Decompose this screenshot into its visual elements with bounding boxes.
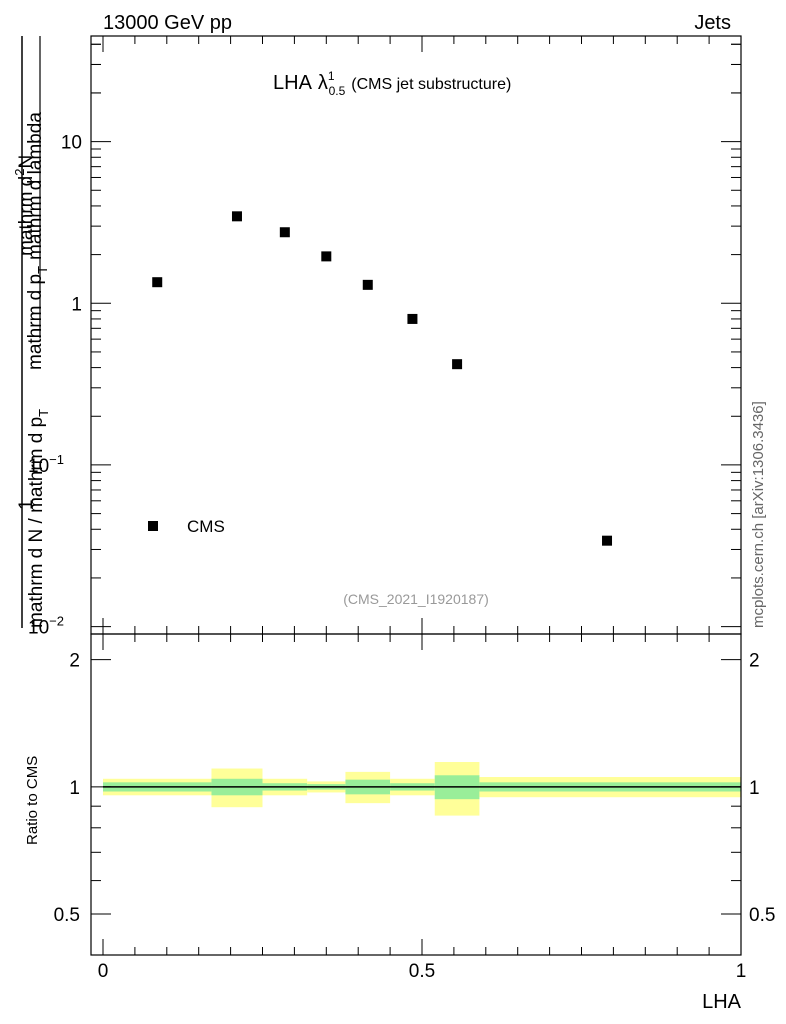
main-y-ticks: 10 1 10−1 10−2 <box>28 43 741 639</box>
legend-label-cms: CMS <box>187 517 225 536</box>
y-tick-label-exponent: −2 <box>49 614 64 629</box>
legend-marker-cms <box>148 521 158 531</box>
data-points <box>152 211 613 546</box>
ratio-y-axis-label: Ratio to CMS <box>24 756 41 845</box>
ratio-y-tick-label-left: 0.5 <box>54 905 80 926</box>
data-point-cms <box>362 279 373 290</box>
legend: CMS <box>148 517 225 536</box>
ratio-bands <box>103 762 741 816</box>
ratio-plot-frame <box>90 633 742 956</box>
plot-title: LHA λ1 0.5 (CMS jet substructure) <box>273 69 511 98</box>
data-point-cms <box>279 227 290 238</box>
ylabel-numerator-one: 1 <box>16 499 37 510</box>
data-point-cms <box>452 359 463 370</box>
ylabel-denominator-one: mathrm d N / mathrm d pT <box>26 409 51 628</box>
x-axis-label: LHA <box>702 991 742 1013</box>
data-point-cms <box>407 313 418 324</box>
ratio-y-ticks: 2 2 1 1 0.5 0.5 <box>54 651 776 926</box>
ratio-x-ticks: 0 0.5 1 <box>98 634 747 982</box>
x-tick-label: 0 <box>98 961 109 982</box>
ratio-y-tick-label-right: 0.5 <box>749 905 775 926</box>
header-category-label: Jets <box>694 12 731 34</box>
ratio-y-tick-label-left: 1 <box>69 778 80 799</box>
side-source-label: mcplots.cern.ch [arXiv:1306.3436] <box>750 401 767 628</box>
ratio-y-tick-label-left: 2 <box>69 651 80 672</box>
y-tick-label: 10−2 <box>28 614 64 639</box>
ratio-y-tick-label-right: 2 <box>749 651 760 672</box>
x-tick-label: 0.5 <box>409 961 435 982</box>
header-energy-label: 13000 GeV pp <box>103 12 232 34</box>
ratio-y-tick-label-right: 1 <box>749 778 760 799</box>
y-tick-label: 10−1 <box>28 452 64 477</box>
main-plot-frame <box>90 35 742 635</box>
data-point-cms <box>602 535 613 546</box>
data-point-cms <box>321 251 332 262</box>
data-point-cms <box>152 277 163 288</box>
y-tick-label: 1 <box>71 294 82 315</box>
main-x-ticks <box>102 36 742 634</box>
ylabel-denominator-two: mathrm d pTmathrm d lambda <box>25 112 50 370</box>
analysis-tag: (CMS_2021_I1920187) <box>343 591 489 607</box>
main-y-axis-label: 1 mathrm d N / mathrm d pT mathrm d2N ma… <box>12 36 51 628</box>
data-point-cms <box>231 211 242 222</box>
y-tick-label: 10 <box>61 133 82 154</box>
x-tick-label: 1 <box>736 961 747 982</box>
y-tick-label-exponent: −1 <box>49 452 64 467</box>
